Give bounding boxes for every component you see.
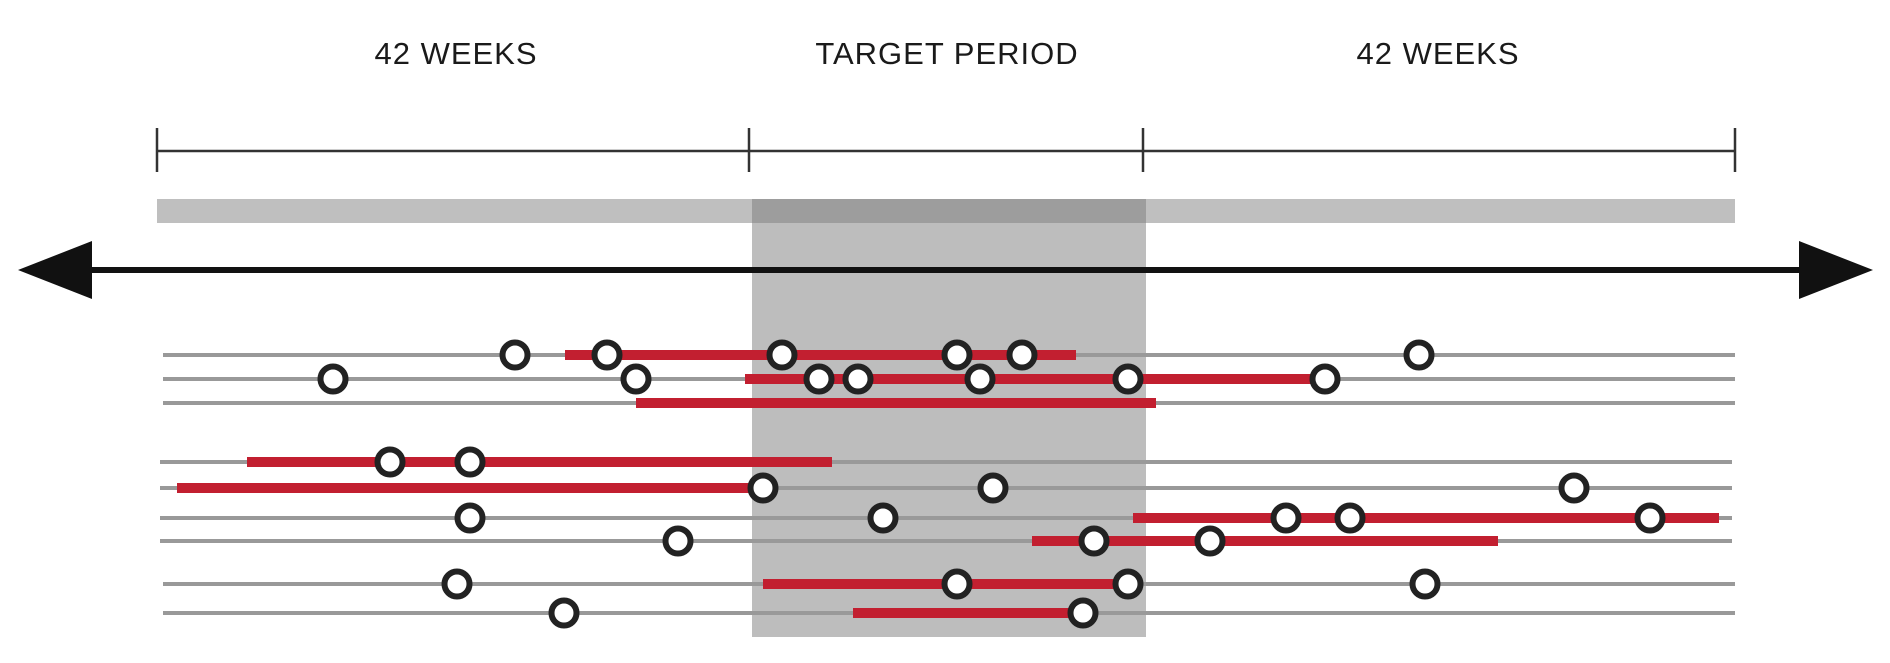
event-marker xyxy=(977,472,1009,504)
event-marker xyxy=(591,339,623,371)
event-marker xyxy=(941,568,973,600)
event-marker xyxy=(1409,568,1441,600)
event-marker xyxy=(842,363,874,395)
event-marker xyxy=(662,525,694,557)
event-marker xyxy=(1309,363,1341,395)
event-marker xyxy=(1078,525,1110,557)
event-marker xyxy=(1334,502,1366,534)
right-arrowhead xyxy=(1799,241,1873,299)
left-arrowhead xyxy=(18,241,92,299)
event-marker xyxy=(803,363,835,395)
event-marker xyxy=(1634,502,1666,534)
markers xyxy=(317,339,1666,629)
event-marker xyxy=(454,446,486,478)
red-bar xyxy=(1133,513,1719,523)
event-marker xyxy=(941,339,973,371)
event-marker xyxy=(747,472,779,504)
event-marker xyxy=(374,446,406,478)
label-target-period: TARGET PERIOD xyxy=(815,36,1079,71)
red-bar xyxy=(745,374,1325,384)
event-marker xyxy=(1006,339,1038,371)
event-marker xyxy=(499,339,531,371)
event-marker xyxy=(441,568,473,600)
red-bar xyxy=(636,398,1156,408)
red-bar xyxy=(1032,536,1498,546)
red-bar xyxy=(565,350,1076,360)
label-pre-period-42-weeks: 42 WEEKS xyxy=(374,36,538,71)
event-marker xyxy=(1194,525,1226,557)
target-period-band xyxy=(752,199,1146,223)
event-marker xyxy=(1112,363,1144,395)
event-marker xyxy=(1270,502,1302,534)
label-post-period-42-weeks: 42 WEEKS xyxy=(1356,36,1520,71)
event-marker xyxy=(454,502,486,534)
event-marker xyxy=(1112,568,1144,600)
red-bar xyxy=(853,608,1083,618)
event-marker xyxy=(1067,597,1099,629)
event-marker xyxy=(317,363,349,395)
event-marker xyxy=(620,363,652,395)
event-marker xyxy=(1403,339,1435,371)
event-marker xyxy=(1558,472,1590,504)
event-marker xyxy=(964,363,996,395)
event-marker xyxy=(867,502,899,534)
red-bar xyxy=(247,457,832,467)
event-marker xyxy=(766,339,798,371)
event-marker xyxy=(548,597,580,629)
red-bar xyxy=(177,483,753,493)
period-bracket xyxy=(155,128,1737,172)
